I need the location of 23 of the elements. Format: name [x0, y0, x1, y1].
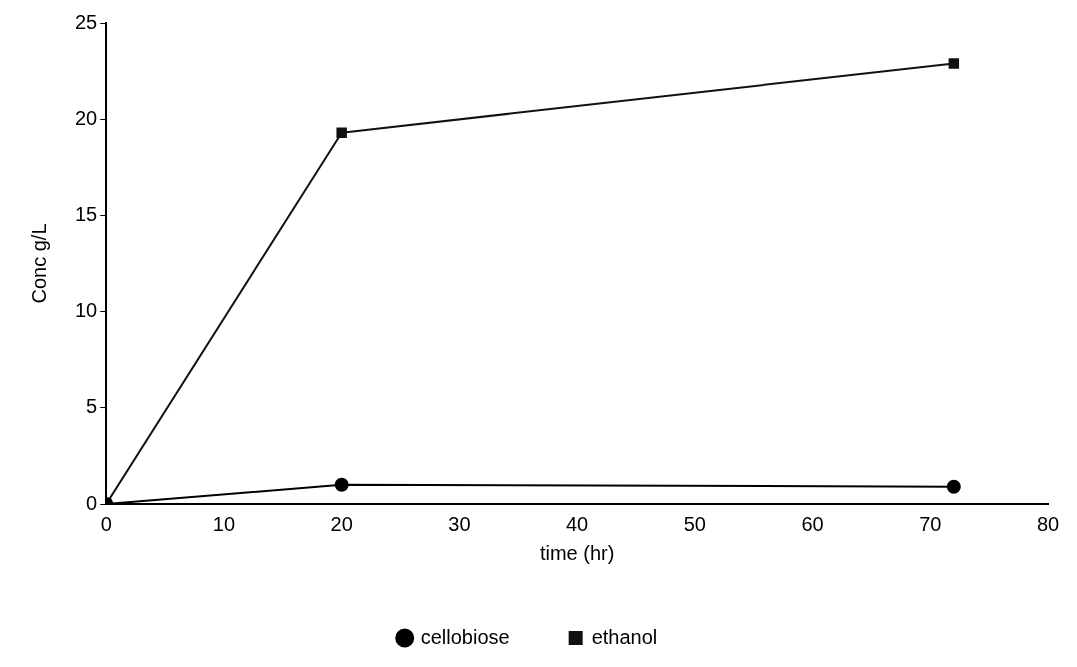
legend-label: cellobiose [420, 625, 510, 648]
y-axis-title: Conc g/L [27, 223, 50, 304]
y-tick-label: 0 [86, 491, 98, 514]
point [946, 479, 961, 494]
x-tick-label: 10 [212, 512, 236, 535]
y-tick-label: 25 [75, 10, 98, 33]
point [336, 127, 347, 138]
x-axis-title: time (hr) [539, 541, 615, 564]
legend-label: ethanol [591, 625, 658, 648]
x-tick-label: 50 [683, 512, 706, 535]
y-tick-label: 20 [75, 106, 98, 129]
y-tick-label: 5 [86, 395, 98, 418]
x-tick-label: 40 [566, 512, 589, 535]
y-tick-label: 10 [75, 299, 98, 322]
x-tick-label: 0 [100, 512, 112, 535]
x-tick-label: 70 [919, 512, 942, 535]
x-tick-label: 60 [801, 512, 824, 535]
y-tick-label: 15 [75, 202, 98, 225]
x-tick-label: 20 [330, 512, 353, 535]
x-tick-label: 30 [448, 512, 471, 535]
x-tick-label: 80 [1036, 512, 1060, 535]
point [334, 477, 349, 492]
point [948, 58, 960, 69]
